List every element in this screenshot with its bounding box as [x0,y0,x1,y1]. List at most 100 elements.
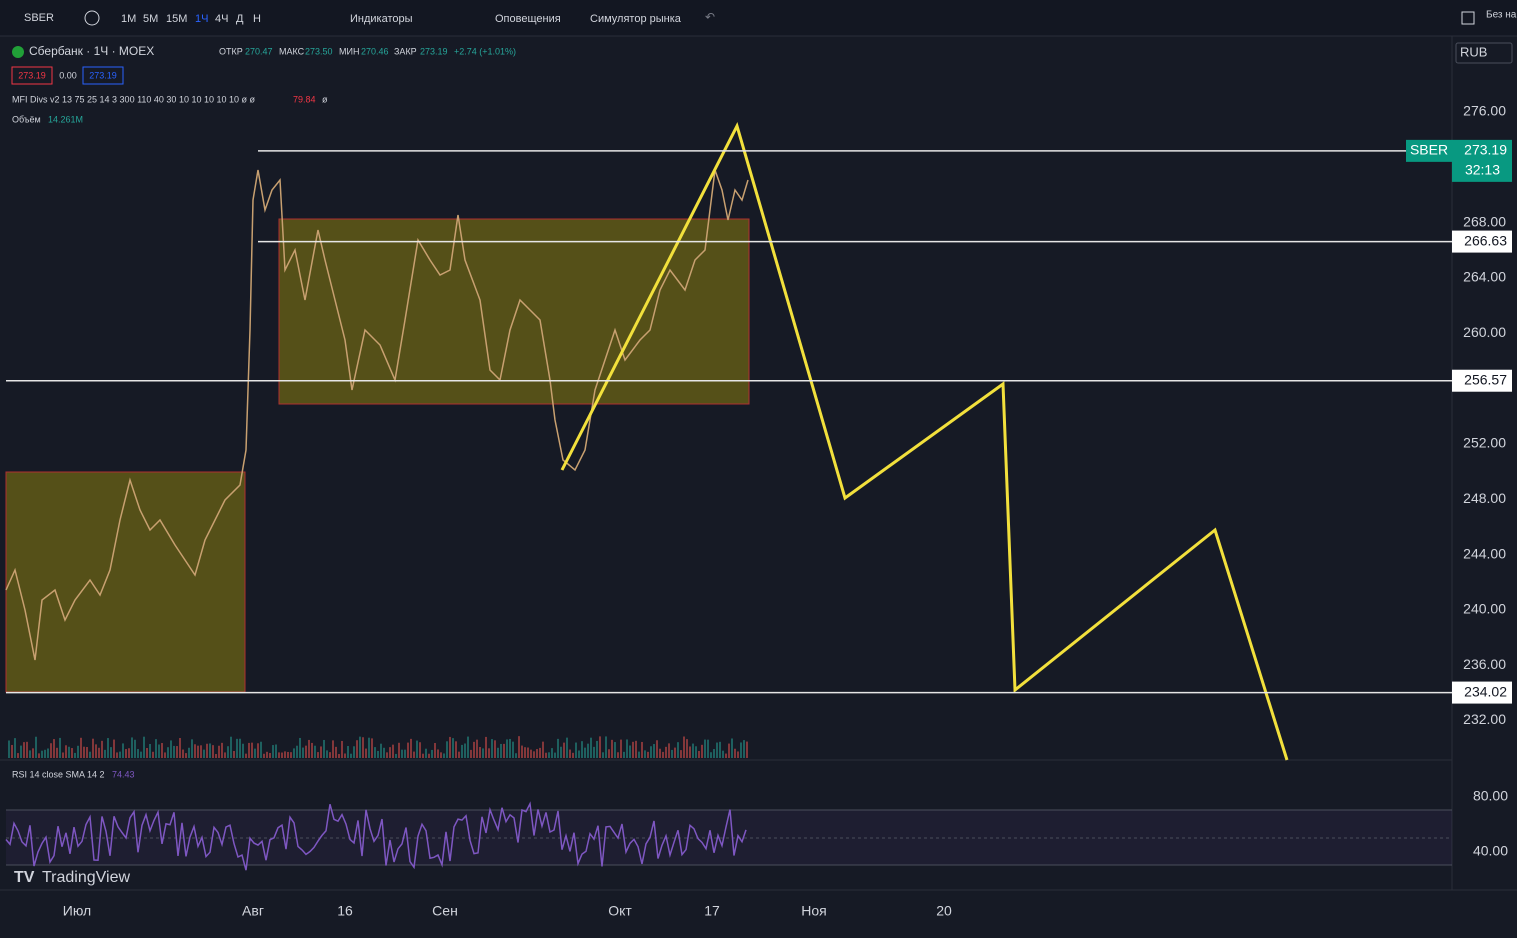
interval-button[interactable]: 15M [166,13,187,25]
price-label: 276.00 [1463,103,1506,119]
volume-bar [626,739,628,758]
volume-bar [107,738,109,758]
volume-bar [479,747,481,758]
compare-button[interactable] [84,10,100,26]
volume-bar [566,737,568,758]
interval-button[interactable]: 5M [143,13,158,25]
interval-button[interactable]: 4Ч [215,13,228,25]
volume-bar [32,748,34,758]
volume-bar [725,753,727,758]
volume-bar [35,736,37,758]
volume-bar [281,752,283,758]
volume-bar [86,746,88,758]
volume-bar [365,748,367,758]
ohlc-label: МИН [339,46,359,56]
volume-bar [47,748,49,758]
volume-bar [26,741,28,758]
volume-bar [236,738,238,758]
volume-bar [74,752,76,758]
volume-bar [44,749,46,758]
volume-bar [467,736,469,758]
volume-bar [488,748,490,758]
volume-bar [101,740,103,758]
volume-bar [716,742,718,758]
volume-bar [491,739,493,758]
volume-bar [449,736,451,758]
volume-bar [521,745,523,758]
bid-box [11,66,53,85]
volume-bar [287,751,289,758]
price-line [5,169,749,661]
volume-bar [38,753,40,758]
ohlc-label: ОТКР [219,46,243,56]
volume-bar [407,742,409,758]
volume-bar [89,751,91,758]
volume-bar [434,743,436,758]
volume-bar [128,748,130,758]
volume-bar [533,751,535,758]
volume-bar [158,744,160,758]
level-label: 234.02 [1464,683,1507,699]
volume-bar [503,743,505,758]
volume-bar [137,749,139,758]
volume-bar [248,742,250,758]
alerts-button[interactable]: Оповещения [495,13,561,25]
volume-bar [569,749,571,758]
volume-bar [506,739,508,758]
volume-bar [731,738,733,758]
volume-bar [581,741,583,758]
volume-bar [602,752,604,758]
ohlc-value: 270.46 [361,46,389,56]
volume-bar [200,745,202,758]
time-label: 16 [337,903,353,919]
volume-bar [578,750,580,758]
volume-bar [62,752,64,758]
volume-bar [392,744,394,758]
level-label: 256.57 [1464,371,1507,387]
volume-bar [617,752,619,758]
interval-button[interactable]: Д [236,13,244,25]
volume-bar [167,747,169,758]
interval-button[interactable]: Н [253,13,261,25]
volume-bar [155,739,157,758]
indicators-button[interactable]: Индикаторы [350,13,413,25]
checkbox[interactable] [1461,11,1475,25]
ohlc-group: ОТКР 270.47 МАКС 273.50 МИН 270.46 ЗАКР 273.19 [219,46,448,56]
volume-bar [149,743,151,758]
volume-bar [413,751,415,758]
volume-bar [77,745,79,758]
volume-bar [596,740,598,758]
last-price: 273.19 [1464,142,1507,158]
volume-bar [323,739,325,758]
volume-bar [383,747,385,758]
interval-button[interactable]: 1M [121,13,136,25]
volume-bar [419,742,421,758]
volume-bar [668,743,670,758]
replay-button[interactable]: Симулятор рынка [590,13,682,25]
volume-bar [233,750,235,758]
ohlc-label: МАКС [279,46,305,56]
volume-bar [632,741,634,758]
volume-bar [326,750,328,758]
volume-bar [65,745,67,758]
volume-bar [161,743,163,758]
volume-bar [644,750,646,758]
currency-select[interactable] [1455,42,1513,64]
volume-bar [524,747,526,758]
volume-bar [440,752,442,758]
volume-bar [446,741,448,758]
volume-bar [629,745,631,758]
undo-button[interactable]: ↶ [705,10,715,24]
volume-bar [203,749,205,758]
ask: 273.19 [89,70,117,80]
volume-bar [443,753,445,758]
price-label: 248.00 [1463,490,1506,506]
interval-button[interactable]: 1Ч [195,13,208,25]
volume-bar [455,741,457,758]
volume-bar [146,747,148,758]
volume-bar [140,751,142,758]
volume-bar [698,750,700,758]
volume-bar [341,740,343,758]
symbol-search[interactable]: SBER [24,12,54,24]
volume-bar [362,737,364,758]
